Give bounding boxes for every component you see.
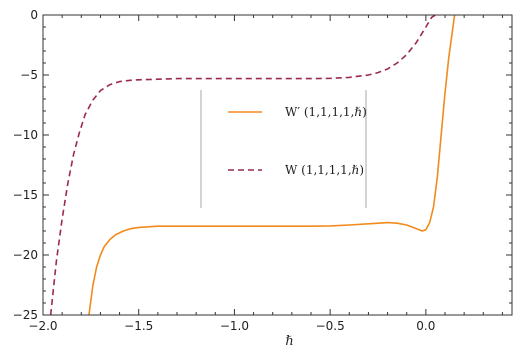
y-tick-label: −5 bbox=[20, 68, 38, 82]
y-tick-label: −20 bbox=[13, 248, 38, 262]
series-line-2 bbox=[49, 15, 440, 315]
x-tick-label: 0.0 bbox=[416, 319, 435, 333]
x-axis-label: ℏ bbox=[285, 334, 293, 349]
axis-layer: −2.0 −1.5 −1.0 −0.5 0.0 0 −5 −10 −15 −20 −25 ℏ bbox=[13, 8, 513, 349]
y-tick-label: −15 bbox=[13, 188, 38, 202]
y-tick-label: −10 bbox=[13, 128, 38, 142]
x-tick-label: −2.0 bbox=[28, 319, 57, 333]
legend-label-1: W′ (1,1,1,1,ℏ) bbox=[285, 105, 367, 119]
series-line-1 bbox=[88, 15, 456, 315]
series-layer bbox=[49, 15, 456, 315]
x-tick-label: −1.0 bbox=[220, 319, 249, 333]
x-tick-label: −0.5 bbox=[316, 319, 345, 333]
legend-label-2: W (1,1,1,1,ℏ) bbox=[285, 163, 364, 177]
plot-frame bbox=[42, 14, 513, 316]
x-tick-label: −1.5 bbox=[124, 319, 153, 333]
y-tick-label: 0 bbox=[30, 8, 38, 22]
legend: W′ (1,1,1,1,ℏ) W (1,1,1,1,ℏ) bbox=[200, 90, 367, 208]
y-tick-label: −25 bbox=[13, 308, 38, 322]
